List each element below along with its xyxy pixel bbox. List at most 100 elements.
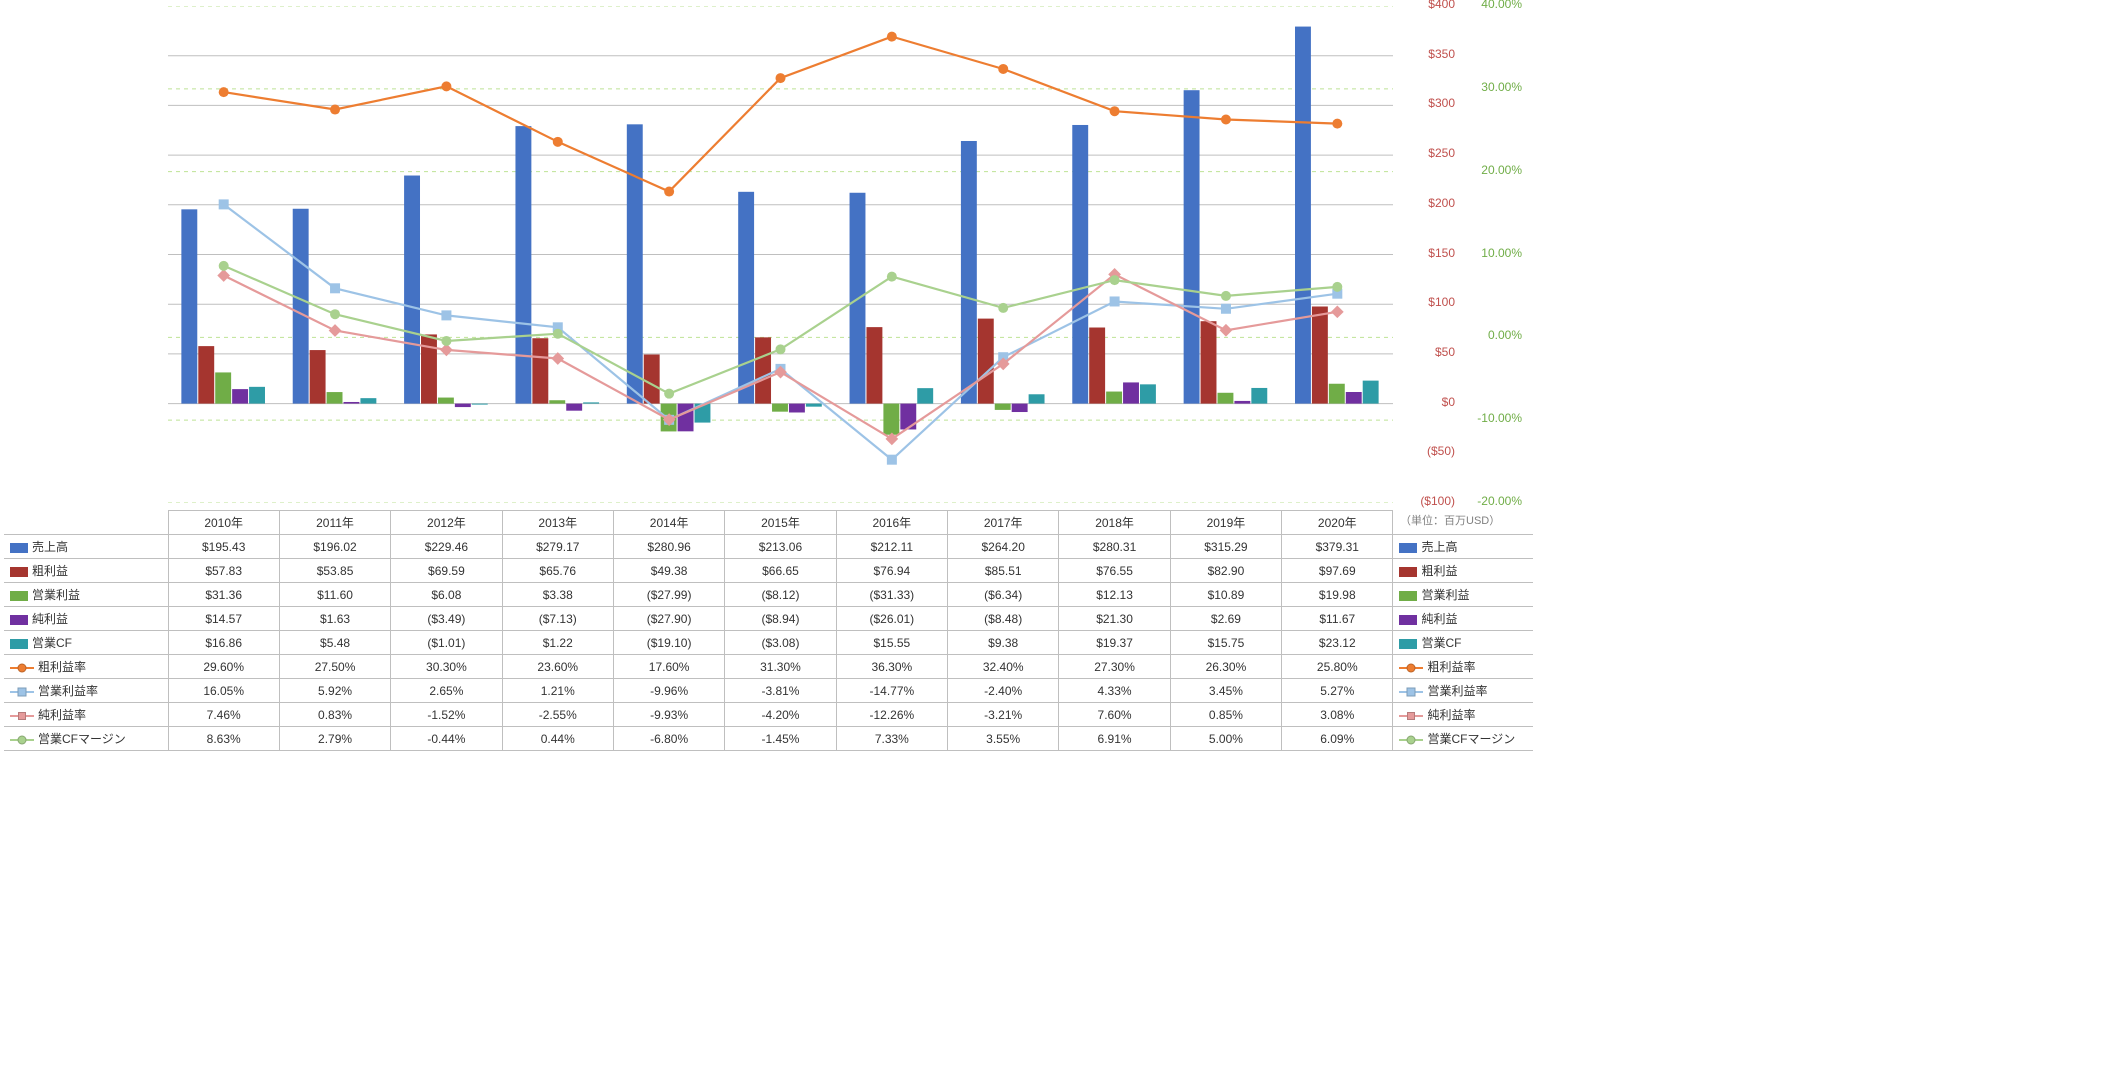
year-header: 2011年 bbox=[279, 511, 390, 535]
series-label-text: 純利益 bbox=[32, 612, 68, 626]
data-cell: 3.08% bbox=[1282, 703, 1393, 727]
data-cell: 6.09% bbox=[1282, 727, 1393, 751]
data-cell: 16.05% bbox=[168, 679, 279, 703]
data-cell: 23.60% bbox=[502, 655, 613, 679]
y1-tick-label: ($100) bbox=[1400, 494, 1455, 508]
year-header: 2016年 bbox=[836, 511, 947, 535]
data-cell: $19.37 bbox=[1059, 631, 1170, 655]
data-cell: ($7.13) bbox=[502, 607, 613, 631]
series-label-gross: 粗利益 bbox=[4, 559, 168, 583]
data-cell: $279.17 bbox=[502, 535, 613, 559]
y2-tick-label: 40.00% bbox=[1462, 0, 1522, 11]
data-cell: $5.48 bbox=[279, 631, 390, 655]
data-cell: 32.40% bbox=[948, 655, 1059, 679]
y2-tick-label: -20.00% bbox=[1462, 494, 1522, 508]
data-cell: 7.33% bbox=[836, 727, 947, 751]
year-header: 2014年 bbox=[613, 511, 724, 535]
series-label-opcf: 営業CF bbox=[4, 631, 168, 655]
data-cell: ($26.01) bbox=[836, 607, 947, 631]
legend-netinc: 純利益 bbox=[1393, 607, 1533, 631]
series-label-opcf_m: 営業CFマージン bbox=[4, 727, 168, 751]
table-row: 営業CF$16.86$5.48($1.01)$1.22($19.10)($3.0… bbox=[4, 631, 1533, 655]
year-header: 2013年 bbox=[502, 511, 613, 535]
data-cell: $9.38 bbox=[948, 631, 1059, 655]
data-cell: ($19.10) bbox=[613, 631, 724, 655]
data-cell: 0.44% bbox=[502, 727, 613, 751]
legend-label-text: 営業利益率 bbox=[1427, 684, 1487, 698]
data-cell: ($1.01) bbox=[391, 631, 502, 655]
data-cell: ($8.94) bbox=[725, 607, 836, 631]
data-cell: 3.45% bbox=[1170, 679, 1281, 703]
data-cell: 0.83% bbox=[279, 703, 390, 727]
data-cell: $15.55 bbox=[836, 631, 947, 655]
data-cell: $10.89 bbox=[1170, 583, 1281, 607]
data-cell: $196.02 bbox=[279, 535, 390, 559]
data-cell: ($8.12) bbox=[725, 583, 836, 607]
data-cell: 25.80% bbox=[1282, 655, 1393, 679]
series-label-gross_m: 粗利益率 bbox=[4, 655, 168, 679]
legend-opinc_m: 営業利益率 bbox=[1393, 679, 1533, 703]
data-cell: 27.50% bbox=[279, 655, 390, 679]
series-label-sales: 売上高 bbox=[4, 535, 168, 559]
series-label-text: 純利益率 bbox=[38, 708, 86, 722]
data-cell: $76.55 bbox=[1059, 559, 1170, 583]
y2-axis-labels: -20.00%-10.00%0.00%10.00%20.00%30.00%40.… bbox=[1462, 4, 1522, 501]
y2-tick-label: 20.00% bbox=[1462, 163, 1522, 177]
table-row: 営業利益率16.05%5.92%2.65%1.21%-9.96%-3.81%-1… bbox=[4, 679, 1533, 703]
data-cell: $379.31 bbox=[1282, 535, 1393, 559]
table-row: 売上高$195.43$196.02$229.46$279.17$280.96$2… bbox=[4, 535, 1533, 559]
legend-gross_m: 粗利益率 bbox=[1393, 655, 1533, 679]
data-cell: 31.30% bbox=[725, 655, 836, 679]
data-cell: 8.63% bbox=[168, 727, 279, 751]
legend-label-text: 営業利益 bbox=[1421, 588, 1469, 602]
data-cell: $280.31 bbox=[1059, 535, 1170, 559]
legend-opcf_m: 営業CFマージン bbox=[1393, 727, 1533, 751]
data-cell: -9.93% bbox=[613, 703, 724, 727]
data-cell: 29.60% bbox=[168, 655, 279, 679]
legend-net_m: 純利益率 bbox=[1393, 703, 1533, 727]
legend-label-text: 純利益率 bbox=[1427, 708, 1475, 722]
data-cell: 3.55% bbox=[948, 727, 1059, 751]
data-cell: $264.20 bbox=[948, 535, 1059, 559]
year-header: 2019年 bbox=[1170, 511, 1281, 535]
series-label-text: 営業利益率 bbox=[38, 684, 98, 698]
data-cell: 2.65% bbox=[391, 679, 502, 703]
data-cell: $14.57 bbox=[168, 607, 279, 631]
data-cell: -1.45% bbox=[725, 727, 836, 751]
data-cell: -9.96% bbox=[613, 679, 724, 703]
data-cell: $1.63 bbox=[279, 607, 390, 631]
legend-label-text: 営業CFマージン bbox=[1427, 732, 1515, 746]
data-cell: 2.79% bbox=[279, 727, 390, 751]
chart-area: ($100)($50)$0$50$100$150$200$250$300$350… bbox=[4, 4, 1526, 510]
year-header: 2015年 bbox=[725, 511, 836, 535]
legend-opinc: 営業利益 bbox=[1393, 583, 1533, 607]
data-cell: 6.91% bbox=[1059, 727, 1170, 751]
data-cell: $2.69 bbox=[1170, 607, 1281, 631]
plot-svg bbox=[168, 6, 1393, 503]
data-cell: $315.29 bbox=[1170, 535, 1281, 559]
data-cell: -0.44% bbox=[391, 727, 502, 751]
y1-axis-labels: ($100)($50)$0$50$100$150$200$250$300$350… bbox=[1400, 4, 1455, 501]
year-header: 2010年 bbox=[168, 511, 279, 535]
series-label-opinc_m: 営業利益率 bbox=[4, 679, 168, 703]
data-cell: 5.92% bbox=[279, 679, 390, 703]
y1-tick-label: $400 bbox=[1400, 0, 1455, 11]
y1-tick-label: $150 bbox=[1400, 246, 1455, 260]
data-cell: $65.76 bbox=[502, 559, 613, 583]
table-corner bbox=[4, 511, 168, 535]
data-cell: -3.21% bbox=[948, 703, 1059, 727]
table-row: 純利益率7.46%0.83%-1.52%-2.55%-9.93%-4.20%-1… bbox=[4, 703, 1533, 727]
data-cell: -2.40% bbox=[948, 679, 1059, 703]
data-cell: ($27.99) bbox=[613, 583, 724, 607]
legend-label-text: 粗利益率 bbox=[1427, 660, 1475, 674]
data-cell: $229.46 bbox=[391, 535, 502, 559]
data-cell: $82.90 bbox=[1170, 559, 1281, 583]
data-cell: $6.08 bbox=[391, 583, 502, 607]
y1-tick-label: ($50) bbox=[1400, 444, 1455, 458]
data-cell: $195.43 bbox=[168, 535, 279, 559]
data-cell: 7.60% bbox=[1059, 703, 1170, 727]
y1-tick-label: $350 bbox=[1400, 47, 1455, 61]
data-cell: 0.85% bbox=[1170, 703, 1281, 727]
year-header: 2012年 bbox=[391, 511, 502, 535]
y1-tick-label: $250 bbox=[1400, 146, 1455, 160]
